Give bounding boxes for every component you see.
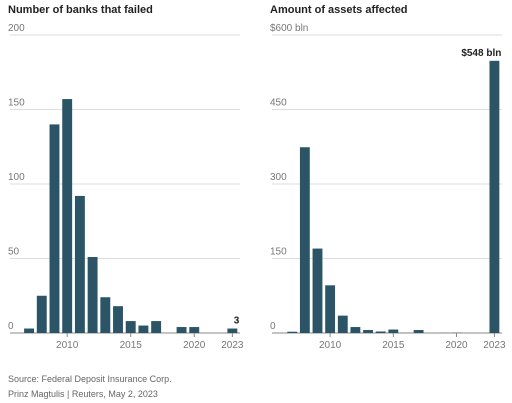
x-tick-label: 2015 (382, 340, 405, 351)
x-tick-label: 2023 (483, 340, 506, 351)
bar (350, 327, 361, 333)
y-tick-label: 50 (8, 247, 20, 258)
bar (113, 306, 123, 333)
y-tick-label: $600 bln (270, 23, 308, 34)
y-tick-label: 300 (270, 172, 287, 183)
y-tick-label: 0 (8, 321, 14, 332)
bar (62, 99, 73, 333)
bar (125, 321, 136, 333)
chart-title: Amount of assets affected (270, 4, 408, 16)
bar (49, 124, 60, 334)
x-tick-label: 2010 (319, 340, 342, 351)
bar (299, 147, 310, 333)
bar (312, 248, 323, 333)
bar (325, 285, 336, 333)
bar (176, 327, 187, 333)
source: Source: Federal Deposit Insurance Corp. (8, 374, 172, 384)
value-label: 3 (234, 316, 240, 327)
y-tick-label: 0 (270, 321, 276, 332)
x-tick-label: 2020 (183, 340, 206, 351)
chart-title: Number of banks that failed (8, 4, 153, 16)
y-tick-label: 200 (8, 23, 25, 34)
x-tick-label: 2023 (221, 340, 244, 351)
bar (138, 325, 149, 333)
bar (189, 327, 200, 333)
y-tick-label: 450 (270, 98, 287, 109)
x-tick-label: 2020 (445, 340, 468, 351)
bar (100, 297, 111, 333)
bar (489, 60, 500, 334)
y-tick-label: 100 (8, 172, 25, 183)
bar (74, 195, 85, 333)
value-label: $548 bln (461, 48, 501, 59)
bar (151, 321, 162, 333)
bar (375, 331, 386, 333)
bar (363, 330, 373, 333)
credit: Prinz Magtulis | Reuters, May 2, 2023 (8, 389, 158, 399)
bar (36, 295, 47, 333)
y-tick-label: 150 (8, 98, 25, 109)
bar (388, 329, 399, 333)
charts: Number of banks that failed 0 50 100 150 200 2… (8, 4, 506, 351)
bar (337, 315, 348, 333)
x-tick-label: 2015 (120, 340, 143, 351)
bar (87, 257, 98, 333)
x-tick-label: 2010 (56, 340, 79, 351)
bar (24, 328, 35, 333)
bar (287, 331, 298, 333)
bar (227, 328, 238, 333)
bar (413, 330, 424, 333)
y-tick-label: 150 (270, 247, 287, 258)
